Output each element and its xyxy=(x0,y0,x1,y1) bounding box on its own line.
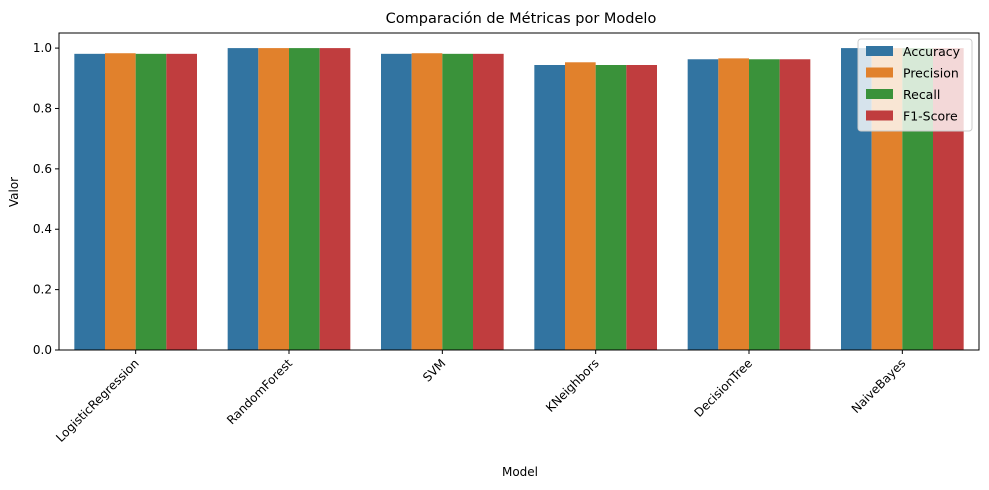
bar-accuracy-svm xyxy=(381,53,412,351)
x-tick-label: RandomForest xyxy=(224,356,295,427)
plot-frame xyxy=(58,32,980,351)
chart-title: Comparación de Métricas por Modelo xyxy=(386,11,657,27)
x-tick-label: SVM xyxy=(420,356,448,384)
legend-swatch-recall xyxy=(866,89,893,99)
bar-precision-kneighbors xyxy=(565,62,596,351)
y-tick-label: 0.4 xyxy=(33,222,52,236)
bar-recall-randomforest xyxy=(289,48,320,350)
x-tick-label: LogisticRegression xyxy=(53,356,142,445)
bar-recall-logisticregression xyxy=(135,53,167,351)
bar-recall-svm xyxy=(442,53,473,351)
legend-label-accuracy: Accuracy xyxy=(903,44,961,59)
bar-f1-score-randomforest xyxy=(319,48,351,350)
bar-f1-score-svm xyxy=(473,53,504,351)
y-tick-label: 0.2 xyxy=(33,283,52,297)
bar-accuracy-kneighbors xyxy=(534,65,565,351)
bar-accuracy-logisticregression xyxy=(74,53,105,351)
bar-f1-score-kneighbors xyxy=(626,65,657,351)
x-axis-label: Model xyxy=(502,465,538,479)
legend-swatch-precision xyxy=(866,67,893,78)
x-tick-label: NaiveBayes xyxy=(849,356,909,416)
y-axis-label: Valor xyxy=(7,177,21,207)
legend-swatch-f1-score xyxy=(866,110,893,121)
bar-precision-randomforest xyxy=(258,48,289,350)
legend-label-precision: Precision xyxy=(903,66,959,81)
bar-precision-decisiontree xyxy=(718,58,749,351)
bar-f1-score-decisiontree xyxy=(779,59,811,350)
y-tick-label: 0.0 xyxy=(33,343,52,357)
legend-swatch-accuracy xyxy=(866,46,893,56)
legend-label-f1-score: F1-Score xyxy=(903,109,958,124)
bar-recall-decisiontree xyxy=(749,59,780,350)
y-tick-label: 0.6 xyxy=(33,162,52,176)
bar-accuracy-randomforest xyxy=(227,48,259,350)
bar-accuracy-decisiontree xyxy=(687,59,719,350)
bars-group xyxy=(74,48,964,351)
x-tick-label: DecisionTree xyxy=(691,356,755,420)
legend-box xyxy=(857,38,973,132)
x-tick-label: KNeighbors xyxy=(543,356,602,415)
bar-recall-kneighbors xyxy=(595,65,627,351)
x-axis-ticks: LogisticRegression RandomForest SVM KNeighb… xyxy=(53,350,908,445)
bar-f1-score-logisticregression xyxy=(166,53,197,351)
y-tick-label: 0.8 xyxy=(33,101,52,115)
bar-precision-logisticregression xyxy=(105,53,136,350)
y-tick-label: 1.0 xyxy=(33,41,52,55)
bar-precision-svm xyxy=(411,53,443,350)
y-axis-ticks: 0.0 0.2 0.4 0.6 0.8 1.0 xyxy=(33,41,59,357)
legend-label-recall: Recall xyxy=(903,87,940,102)
legend: Accuracy Precision Recall F1-Score xyxy=(857,38,973,132)
